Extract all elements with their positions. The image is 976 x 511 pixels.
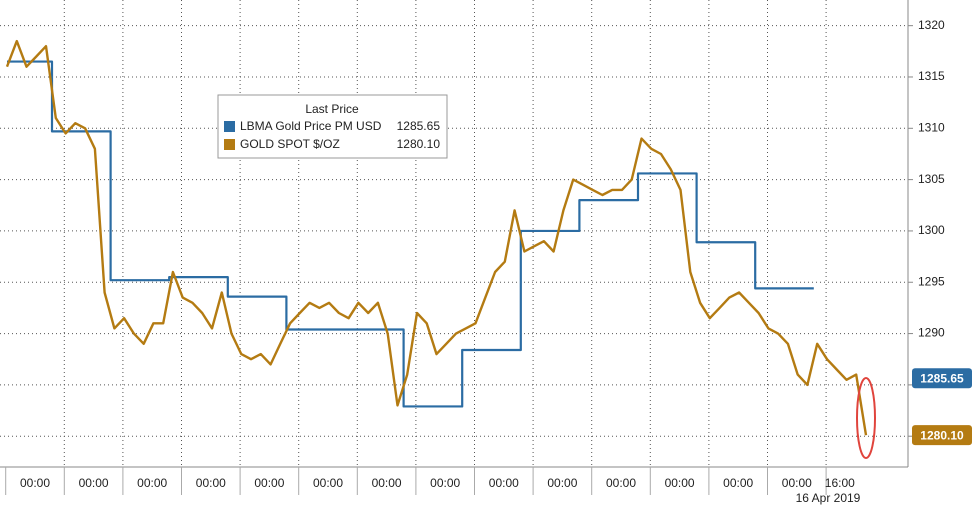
x-tick-label: 00:00 (196, 476, 226, 490)
x-tick-label: 00:00 (547, 476, 577, 490)
x-tick-label: 00:00 (782, 476, 812, 490)
legend-value: 1280.10 (397, 137, 441, 151)
y-tick-label: 1305 (918, 172, 945, 186)
x-tick-label: 00:00 (606, 476, 636, 490)
x-tick-label: 00:00 (430, 476, 460, 490)
tags: 1285.65 1280.10 (912, 368, 972, 446)
x-tick-label: 00:00 (20, 476, 50, 490)
legend-title: Last Price (305, 102, 359, 116)
y-tick-label: 1315 (918, 69, 945, 83)
series-line (5, 39, 868, 436)
x-tick-label: 16:00 (825, 476, 855, 490)
x-tick-label: 00:00 (313, 476, 343, 490)
x-tick-label: 00:00 (137, 476, 167, 490)
y-tick-label: 1300 (918, 223, 945, 237)
marks (5, 39, 868, 436)
legend-box (217, 94, 448, 159)
legend-swatch (224, 121, 235, 132)
x-tick-label: 00:00 (79, 476, 109, 490)
legend-value: 1285.65 (397, 119, 441, 133)
legend-label: LBMA Gold Price PM USD (240, 119, 382, 133)
grid: 12801285129012951300130513101315132000:0… (0, 0, 945, 505)
last-value-tag (912, 425, 972, 446)
x-tick-label: 00:00 (665, 476, 695, 490)
y-tick-label: 1295 (918, 274, 945, 288)
highlight-circle (856, 377, 876, 459)
legend-label: GOLD SPOT $/OZ (240, 137, 340, 151)
x-tick-label: 00:00 (372, 476, 402, 490)
y-tick-label: 1290 (918, 326, 945, 340)
last-value-tag-label: 1285.65 (920, 371, 964, 385)
last-value-tag-label: 1280.10 (920, 428, 964, 442)
date-label: 16 Apr 2019 (796, 491, 861, 505)
x-tick-label: 00:00 (254, 476, 284, 490)
last-value-tag (912, 368, 972, 389)
x-tick-label: 00:00 (489, 476, 519, 490)
series-line (7, 60, 814, 408)
legend-swatch (224, 139, 235, 150)
legend: Last Price LBMA Gold Price PM USD 1285.65… (217, 94, 448, 159)
x-tick-label: 00:00 (723, 476, 753, 490)
y-tick-label: 1310 (918, 120, 945, 134)
y-tick-label: 1320 (918, 18, 945, 32)
